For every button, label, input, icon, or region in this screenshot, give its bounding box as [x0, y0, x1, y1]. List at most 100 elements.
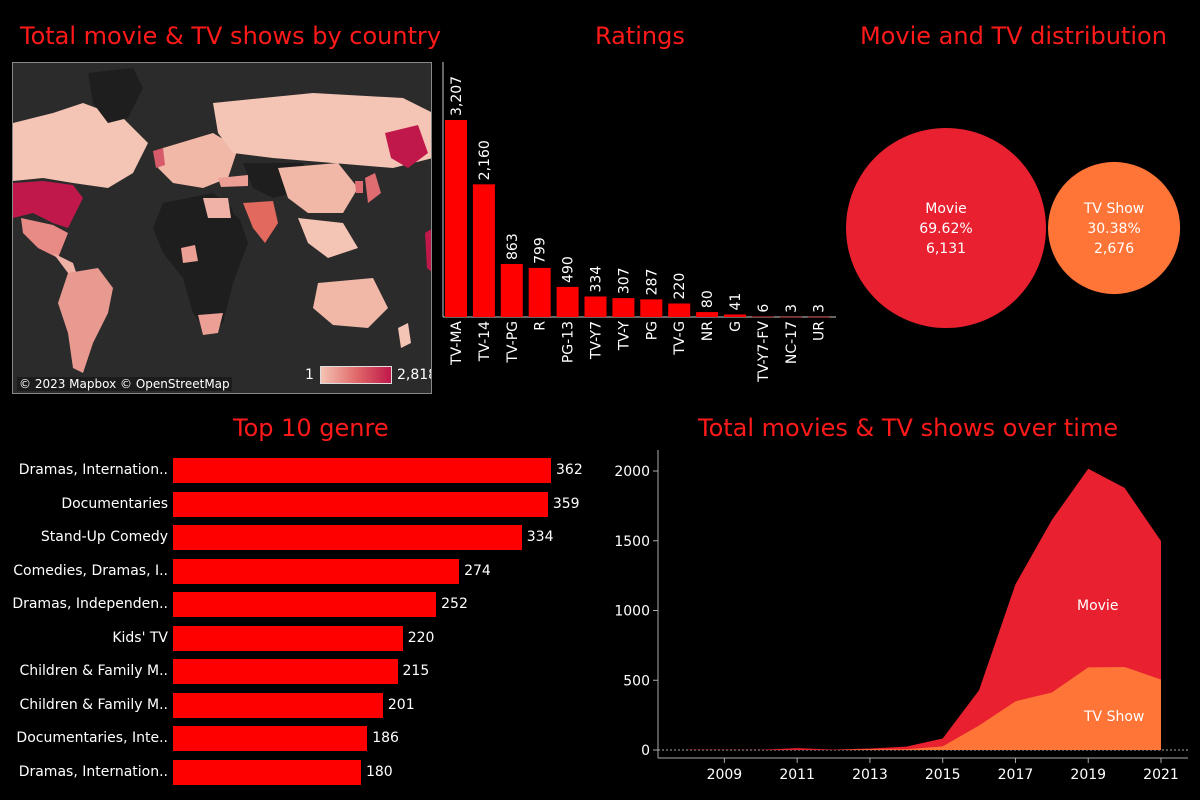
map-china — [278, 163, 358, 213]
movie-bubble-label: 6,131 — [926, 241, 966, 257]
map-turkey — [218, 175, 248, 187]
ratings-value-label: 307 — [616, 267, 632, 294]
ratings-value-label: 41 — [728, 293, 744, 311]
genre-bar[interactable] — [173, 726, 368, 751]
timeline-y-tick-label: 1500 — [614, 534, 650, 550]
genre-category-label: Dramas, Internation.. — [18, 763, 168, 780]
genre-value-label: 252 — [441, 596, 468, 612]
ratings-value-label: 6 — [756, 304, 772, 313]
genre-value-label: 180 — [365, 763, 393, 780]
ratings-value-label: 220 — [672, 273, 688, 300]
ratings-bar[interactable] — [445, 120, 467, 317]
genre-value-label: 201 — [387, 696, 415, 713]
genre-category-label: Stand-Up Comedy — [40, 529, 168, 545]
ratings-bar[interactable] — [500, 263, 523, 317]
map-japan — [365, 173, 381, 203]
genre-value-label: 220 — [407, 629, 435, 646]
ratings-value-label: 3,207 — [449, 76, 465, 116]
genre-bar[interactable] — [173, 759, 361, 785]
genre-bar[interactable] — [173, 525, 522, 550]
tvshow-bubble[interactable] — [1048, 161, 1181, 295]
map-south-africa — [198, 313, 223, 335]
legend-min: 1 — [305, 367, 314, 383]
tvshow-bubble-label: 30.38% — [1087, 221, 1140, 237]
movie-area-label: Movie — [1077, 598, 1119, 614]
ratings-bar[interactable] — [668, 303, 691, 317]
timeline-x-tick-label: 2009 — [707, 767, 743, 783]
ratings-bar[interactable] — [556, 286, 579, 317]
legend-max: 2,818 — [397, 367, 431, 383]
ratings-bar[interactable] — [724, 314, 746, 317]
genre-category-label: Children & Family M.. — [19, 663, 168, 679]
movie-area[interactable] — [688, 468, 1161, 750]
timeline-x-tick-label: 2019 — [1070, 767, 1106, 783]
ratings-bar[interactable] — [612, 298, 635, 317]
map-egypt — [203, 198, 231, 218]
map-nigeria — [181, 245, 198, 263]
ratings-category-label: TV-Y7 — [589, 321, 605, 360]
genre-category-label: Dramas, Internation.. — [18, 462, 168, 478]
genre-bar[interactable] — [173, 592, 437, 617]
genre-bar[interactable] — [173, 558, 460, 584]
genre-category-label: Dramas, Independen.. — [12, 596, 168, 612]
ratings-bar[interactable] — [807, 316, 830, 318]
map-shapes — [13, 68, 431, 373]
genre-bar[interactable] — [173, 625, 403, 651]
genre-value-label: 274 — [464, 562, 491, 579]
map-africa — [153, 193, 248, 333]
ratings-bar[interactable] — [472, 184, 495, 317]
ratings-category-label: TV-Y — [616, 321, 632, 352]
timeline-x-tick-label: 2021 — [1143, 767, 1179, 783]
ratings-value-label: 490 — [561, 256, 577, 283]
timeline-x-tick-label: 2011 — [779, 767, 815, 783]
genre-title: Top 10 genre — [233, 414, 389, 442]
genre-bar[interactable] — [173, 692, 383, 718]
ratings-chart: 3,207 TV-MA 2,160 TV-14 863 TV-PG 799 R 490 PG-13… — [442, 62, 836, 383]
map-nz — [398, 323, 411, 348]
map-mexico — [21, 218, 68, 258]
ratings-category-label: PG — [644, 321, 660, 340]
ratings-bar[interactable] — [640, 299, 663, 317]
tvshow-bubble-label: 2,676 — [1094, 241, 1134, 257]
genre-value-label: 215 — [402, 663, 430, 679]
ratings-value-label: 287 — [644, 269, 660, 296]
map-india — [243, 201, 278, 243]
ratings-category-label: NC-17 — [784, 321, 800, 364]
ratings-bar[interactable] — [528, 267, 551, 317]
genre-chart: Dramas, Internation.. 362 Documentaries 359… — [12, 458, 583, 785]
legend-color-scale — [320, 366, 392, 384]
genre-value-label: 359 — [552, 495, 580, 512]
ratings-bar[interactable] — [584, 296, 607, 317]
ratings-category-label: TV-14 — [477, 321, 493, 362]
distribution-title: Movie and TV distribution — [860, 22, 1167, 50]
tvshow-bubble-label: TV Show — [1083, 201, 1144, 217]
world-map[interactable]: © 2023 Mapbox © OpenStreetMap 1 2,818 — [12, 62, 432, 394]
map-korea — [355, 181, 363, 193]
ratings-bar[interactable] — [779, 316, 802, 318]
genre-bar[interactable] — [173, 659, 398, 684]
genre-bar[interactable] — [173, 458, 551, 483]
genre-bar[interactable] — [173, 491, 548, 517]
distribution-chart: Movie 69.62% 6,131 TV Show 30.38% 2,676 — [846, 128, 1181, 328]
tvshow-area[interactable] — [688, 666, 1161, 750]
ratings-bar[interactable] — [751, 316, 774, 318]
map-usa — [13, 181, 83, 228]
map-russia — [213, 93, 431, 168]
timeline-y-tick-label: 0 — [641, 743, 650, 759]
movie-bubble[interactable] — [846, 128, 1046, 328]
map-usa-right-edge — [425, 229, 431, 272]
map-alaska — [385, 125, 428, 168]
ratings-category-label: TV-MA — [449, 321, 465, 366]
ratings-bar[interactable] — [696, 312, 719, 317]
movie-bubble-label: Movie — [925, 201, 966, 217]
ratings-value-label: 799 — [533, 237, 549, 264]
ratings-value-label: 3 — [812, 304, 828, 313]
timeline-y-tick-label: 2000 — [614, 464, 650, 480]
ratings-value-label: 863 — [505, 233, 521, 260]
ratings-value-label: 2,160 — [477, 140, 493, 180]
ratings-category-label: NR — [700, 321, 716, 341]
map-attribution[interactable]: © 2023 Mapbox © OpenStreetMap — [17, 377, 232, 391]
tvshow-area-label: TV Show — [1084, 709, 1145, 725]
genre-category-label: Children & Family M.. — [19, 696, 168, 713]
genre-value-label: 334 — [526, 529, 554, 545]
